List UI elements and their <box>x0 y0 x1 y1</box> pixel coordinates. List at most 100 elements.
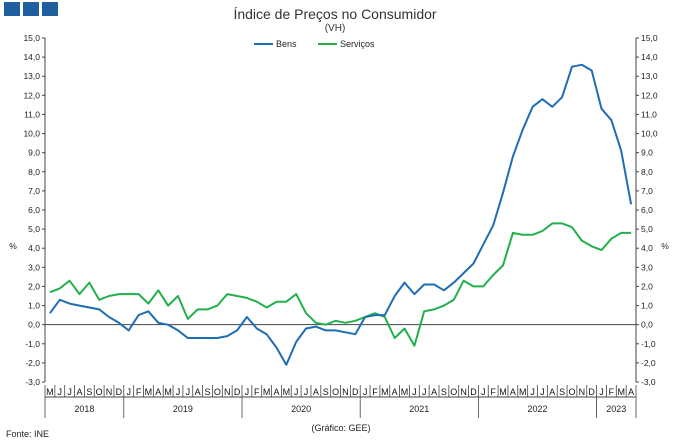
y-tick-label-left: 15,0 <box>23 33 40 43</box>
legend-servicos-label: Serviços <box>340 39 375 49</box>
x-month-label: A <box>431 387 437 397</box>
y-tick-label-left: 9,0 <box>28 148 40 158</box>
x-month-label: O <box>450 387 457 397</box>
y-axis-right-label: % <box>661 241 669 251</box>
y-tick-label-right: 10,0 <box>641 129 658 139</box>
x-month-label: J <box>294 387 299 397</box>
legend: Bens Serviços <box>254 39 375 49</box>
y-tick-label-left: -1,0 <box>25 339 40 349</box>
x-month-label: A <box>155 387 161 397</box>
y-tick-label-right: 7,0 <box>641 186 653 196</box>
x-month-label: D <box>234 387 241 397</box>
x-month-label: O <box>96 387 103 397</box>
y-tick-label-left: 0,0 <box>28 320 40 330</box>
logo-square <box>23 2 39 16</box>
x-month-label: N <box>224 387 231 397</box>
x-month-label: J <box>304 387 309 397</box>
source-note: Fonte: INE <box>6 429 49 439</box>
y-axis-left-label: % <box>9 241 17 251</box>
x-month-label: S <box>441 387 447 397</box>
y-tick-label-right: 5,0 <box>641 224 653 234</box>
y-tick-label-right: 12,0 <box>641 90 658 100</box>
x-month-label: J <box>422 387 427 397</box>
x-month-label: A <box>313 387 319 397</box>
axes: 15,0 15,0 14,0 14,0 13,0 13,0 12,0 12,0 11,0 11,0… <box>23 33 657 387</box>
y-tick-label-left: 5,0 <box>28 224 40 234</box>
x-month-label: M <box>263 387 271 397</box>
x-month-label: F <box>609 387 615 397</box>
logo-square <box>4 2 20 16</box>
x-month-label: F <box>254 387 260 397</box>
y-tick-label-right: 3,0 <box>641 262 653 272</box>
y-tick-label-right: -2,0 <box>641 358 656 368</box>
y-tick-label-right: 0,0 <box>641 320 653 330</box>
x-year-label: 2020 <box>291 404 311 414</box>
y-tick-label-left: 14,0 <box>23 52 40 62</box>
x-year-label: 2023 <box>606 404 626 414</box>
y-tick-label-left: 1,0 <box>28 301 40 311</box>
x-month-label: O <box>332 387 339 397</box>
x-month-label: S <box>86 387 92 397</box>
y-tick-label-left: 7,0 <box>28 186 40 196</box>
legend-bens-label: Bens <box>276 39 297 49</box>
x-month-label: A <box>195 387 201 397</box>
y-tick-label-left: 11,0 <box>24 109 40 119</box>
x-month-label: D <box>352 387 359 397</box>
x-month-label: J <box>412 387 417 397</box>
x-month-label: N <box>579 387 586 397</box>
x-month-label: M <box>617 387 625 397</box>
x-month-label: F <box>136 387 142 397</box>
chart-title: Índice de Preços no Consumidor <box>233 6 436 22</box>
x-month-label: J <box>245 387 250 397</box>
x-month-label: A <box>510 387 516 397</box>
y-tick-label-left: 3,0 <box>28 262 40 272</box>
x-month-label: J <box>481 387 486 397</box>
x-month-label: J <box>67 387 72 397</box>
y-tick-label-right: 8,0 <box>641 167 653 177</box>
y-tick-label-left: -2,0 <box>25 358 40 368</box>
y-tick-label-left: 8,0 <box>28 167 40 177</box>
x-month-label: O <box>568 387 575 397</box>
x-month-label: J <box>599 387 604 397</box>
y-tick-label-right: 2,0 <box>641 281 653 291</box>
y-tick-label-left: 4,0 <box>28 243 40 253</box>
x-year-label: 2018 <box>74 404 94 414</box>
y-tick-label-right: 11,0 <box>641 109 657 119</box>
y-tick-label-right: 13,0 <box>641 71 658 81</box>
y-tick-label-right: 4,0 <box>641 243 653 253</box>
x-month-label: J <box>186 387 191 397</box>
logo-squares-icon <box>4 2 58 16</box>
x-month-label: N <box>342 387 349 397</box>
x-month-label: F <box>372 387 378 397</box>
y-tick-label-left: -3,0 <box>25 377 40 387</box>
y-tick-label-right: 15,0 <box>641 33 658 43</box>
x-month-label: M <box>145 387 153 397</box>
x-month-label: A <box>628 387 634 397</box>
y-tick-label-right: 9,0 <box>641 148 653 158</box>
x-year-label: 2022 <box>527 404 547 414</box>
y-tick-label-left: 2,0 <box>28 281 40 291</box>
x-year-label: 2019 <box>173 404 193 414</box>
x-month-label: A <box>549 387 555 397</box>
x-month-label: J <box>530 387 535 397</box>
x-month-label: J <box>176 387 181 397</box>
y-tick-label-left: 12,0 <box>23 90 40 100</box>
x-month-label: O <box>214 387 221 397</box>
y-tick-label-left: 10,0 <box>23 129 40 139</box>
x-month-label: S <box>205 387 211 397</box>
y-tick-label-right: 1,0 <box>641 301 653 311</box>
series-lines <box>49 63 633 366</box>
x-month-label: S <box>323 387 329 397</box>
y-tick-label-right: 14,0 <box>641 52 658 62</box>
x-month-label: J <box>126 387 131 397</box>
x-month-label: M <box>164 387 172 397</box>
x-month-label: S <box>559 387 565 397</box>
x-month-label: M <box>381 387 389 397</box>
credit-note: (Gráfico: GEE) <box>311 423 370 433</box>
x-month-label: J <box>540 387 545 397</box>
x-month-label: N <box>460 387 467 397</box>
x-month-label: M <box>499 387 507 397</box>
chart-subtitle: (VH) <box>325 23 346 34</box>
